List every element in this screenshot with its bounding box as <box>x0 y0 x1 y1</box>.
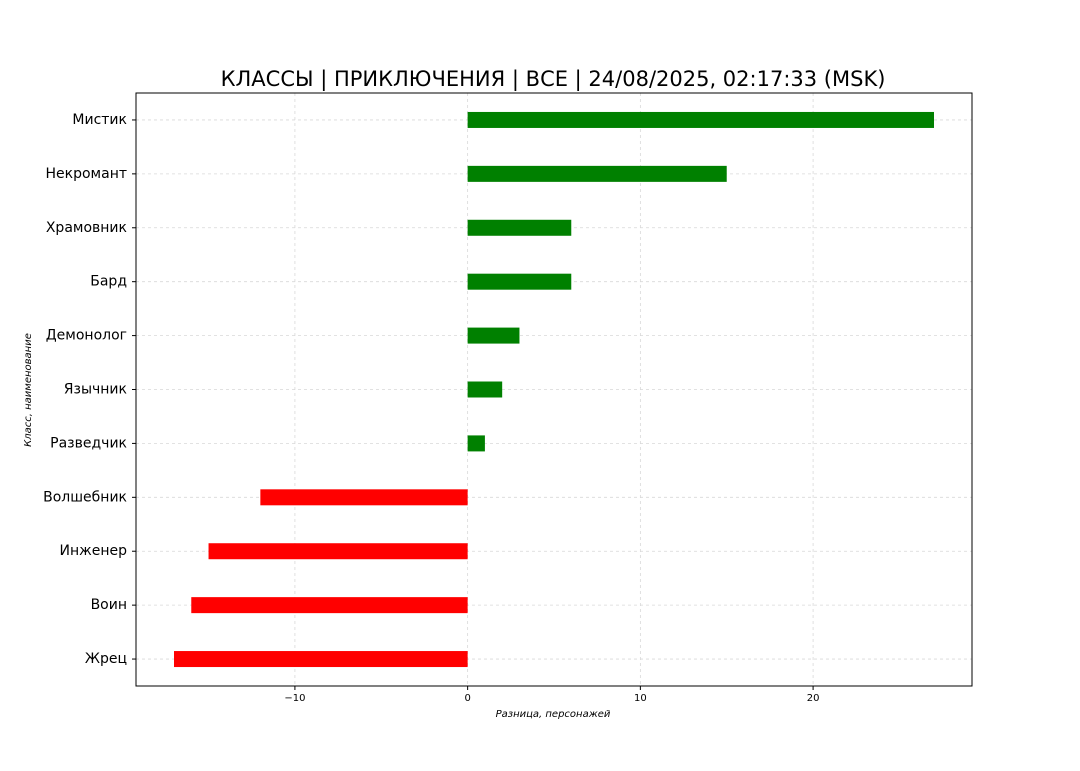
y-tick-label: Жрец <box>85 651 127 667</box>
y-tick-label: Некромант <box>46 166 128 182</box>
y-tick-label: Воин <box>91 597 127 613</box>
y-tick-label: Бард <box>90 274 127 290</box>
bar <box>467 381 503 398</box>
y-tick-label: Храмовник <box>46 220 127 236</box>
y-axis-label: Класс, наименование <box>23 333 34 447</box>
bar <box>467 435 485 452</box>
bar <box>467 111 934 128</box>
bar <box>467 273 572 290</box>
x-tick-label: 20 <box>807 693 820 704</box>
y-tick-label: Мистик <box>72 112 127 128</box>
bar <box>467 327 520 344</box>
x-tick-label: 10 <box>634 693 647 704</box>
plot-frame <box>135 92 973 687</box>
y-tick-label: Волшебник <box>43 489 127 505</box>
bar <box>174 651 468 668</box>
bar <box>191 597 468 614</box>
bar <box>467 165 727 182</box>
bar <box>467 219 572 236</box>
bar <box>260 489 468 506</box>
x-tick-label: 0 <box>464 693 470 704</box>
y-tick-label: Инженер <box>59 543 127 559</box>
x-tick-label: −10 <box>284 693 305 704</box>
bar <box>208 543 468 560</box>
x-axis-label: Разница, персонажей <box>496 709 611 720</box>
y-tick-label: Язычник <box>64 382 127 398</box>
y-tick-label: Разведчик <box>50 435 127 451</box>
y-tick-label: Демонолог <box>46 328 127 344</box>
chart-title: КЛАССЫ | ПРИКЛЮЧЕНИЯ | ВСЕ | 24/08/2025,… <box>221 67 886 92</box>
